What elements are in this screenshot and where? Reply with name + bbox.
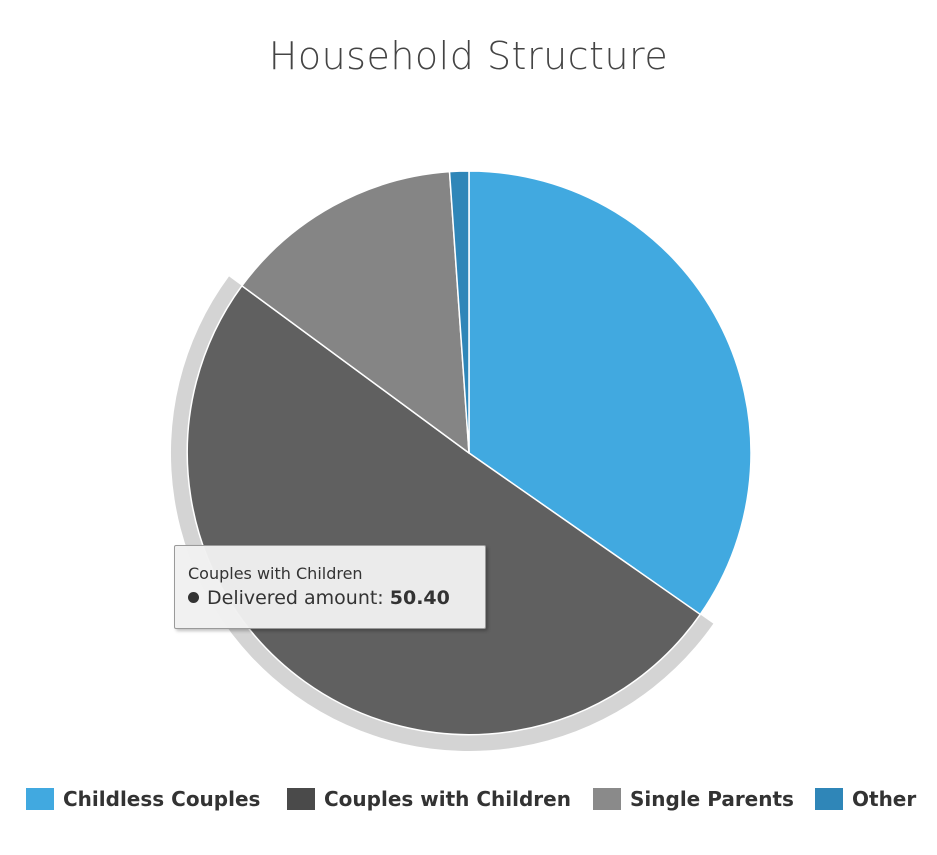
pie-slice-other[interactable]: [448, 170, 470, 454]
tooltip-title: Couples with Children: [188, 564, 363, 583]
tooltip-value: 50.40: [389, 587, 450, 609]
tooltip-series-label: Delivered amount:: [207, 587, 384, 609]
pie-slice-single-parents[interactable]: [241, 170, 470, 454]
legend-label: Single Parents: [630, 787, 794, 811]
legend-swatch: [26, 788, 54, 810]
legend: Childless Couples Couples with Children …: [0, 786, 937, 816]
bullet-icon: [188, 592, 199, 603]
legend-label: Other: [852, 787, 917, 811]
pie-slice-childless-couples[interactable]: [468, 170, 752, 616]
legend-label: Couples with Children: [324, 787, 571, 811]
legend-swatch: [287, 788, 315, 810]
legend-swatch: [593, 788, 621, 810]
chart-title: Household Structure: [268, 34, 669, 78]
legend-label: Childless Couples: [63, 787, 261, 811]
legend-swatch: [815, 788, 843, 810]
tooltip: Couples with Children Delivered amount: …: [174, 545, 486, 629]
tooltip-row: Delivered amount: 50.40: [188, 585, 472, 611]
